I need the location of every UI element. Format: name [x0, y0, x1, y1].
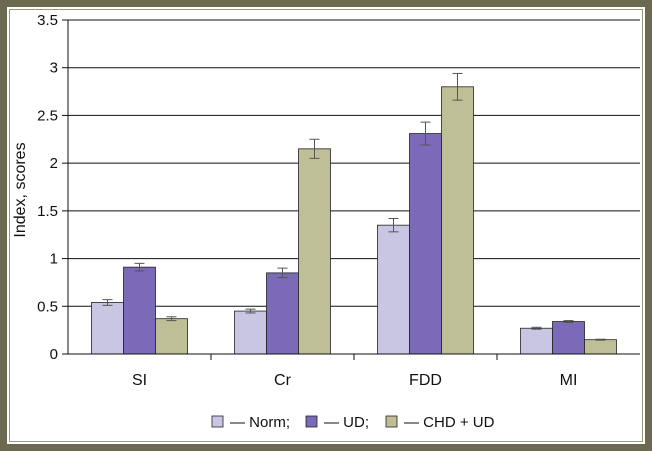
legend-swatch	[305, 415, 318, 428]
y-tick-label: 1.5	[37, 203, 58, 220]
y-tick-label: 3.5	[37, 12, 58, 29]
bar	[298, 148, 331, 355]
legend-label: — UD;	[324, 414, 369, 431]
legend-swatch	[211, 415, 224, 428]
category-labels: SI Cr FDD MI	[132, 372, 577, 389]
y-tick-label: 2	[50, 155, 58, 172]
legend-label: — CHD + UD	[404, 414, 495, 431]
y-tick-label: 0	[50, 346, 58, 363]
bar	[441, 86, 474, 355]
gridlines	[62, 19, 640, 355]
error-bars	[102, 72, 606, 341]
legend-label: — Norm;	[230, 414, 290, 431]
legend: — Norm; — UD; — CHD + UD	[211, 414, 495, 431]
bar	[123, 266, 156, 355]
category-label: SI	[132, 372, 147, 389]
bar	[552, 321, 585, 355]
bar	[377, 224, 410, 355]
axes	[67, 20, 640, 360]
category-label: Cr	[274, 372, 292, 389]
bar	[520, 327, 553, 355]
category-label: FDD	[409, 372, 442, 389]
bar	[584, 339, 617, 355]
bar	[409, 133, 442, 355]
bar	[234, 310, 267, 355]
bar	[266, 272, 299, 355]
y-tick-label: 2.5	[37, 107, 58, 124]
category-label: MI	[560, 372, 578, 389]
y-axis-label: Index, scores	[12, 142, 29, 237]
y-tick-label: 3	[50, 60, 58, 77]
chart-frame-inner	[9, 9, 643, 442]
bar	[155, 318, 188, 355]
bars	[91, 86, 617, 355]
y-tick-label: 1	[50, 251, 58, 268]
y-tick-labels: 0 0.5 1 1.5 2 2.5 3 3.5	[37, 12, 58, 363]
legend-swatch	[385, 415, 398, 428]
bar	[91, 302, 124, 355]
y-tick-label: 0.5	[37, 298, 58, 315]
